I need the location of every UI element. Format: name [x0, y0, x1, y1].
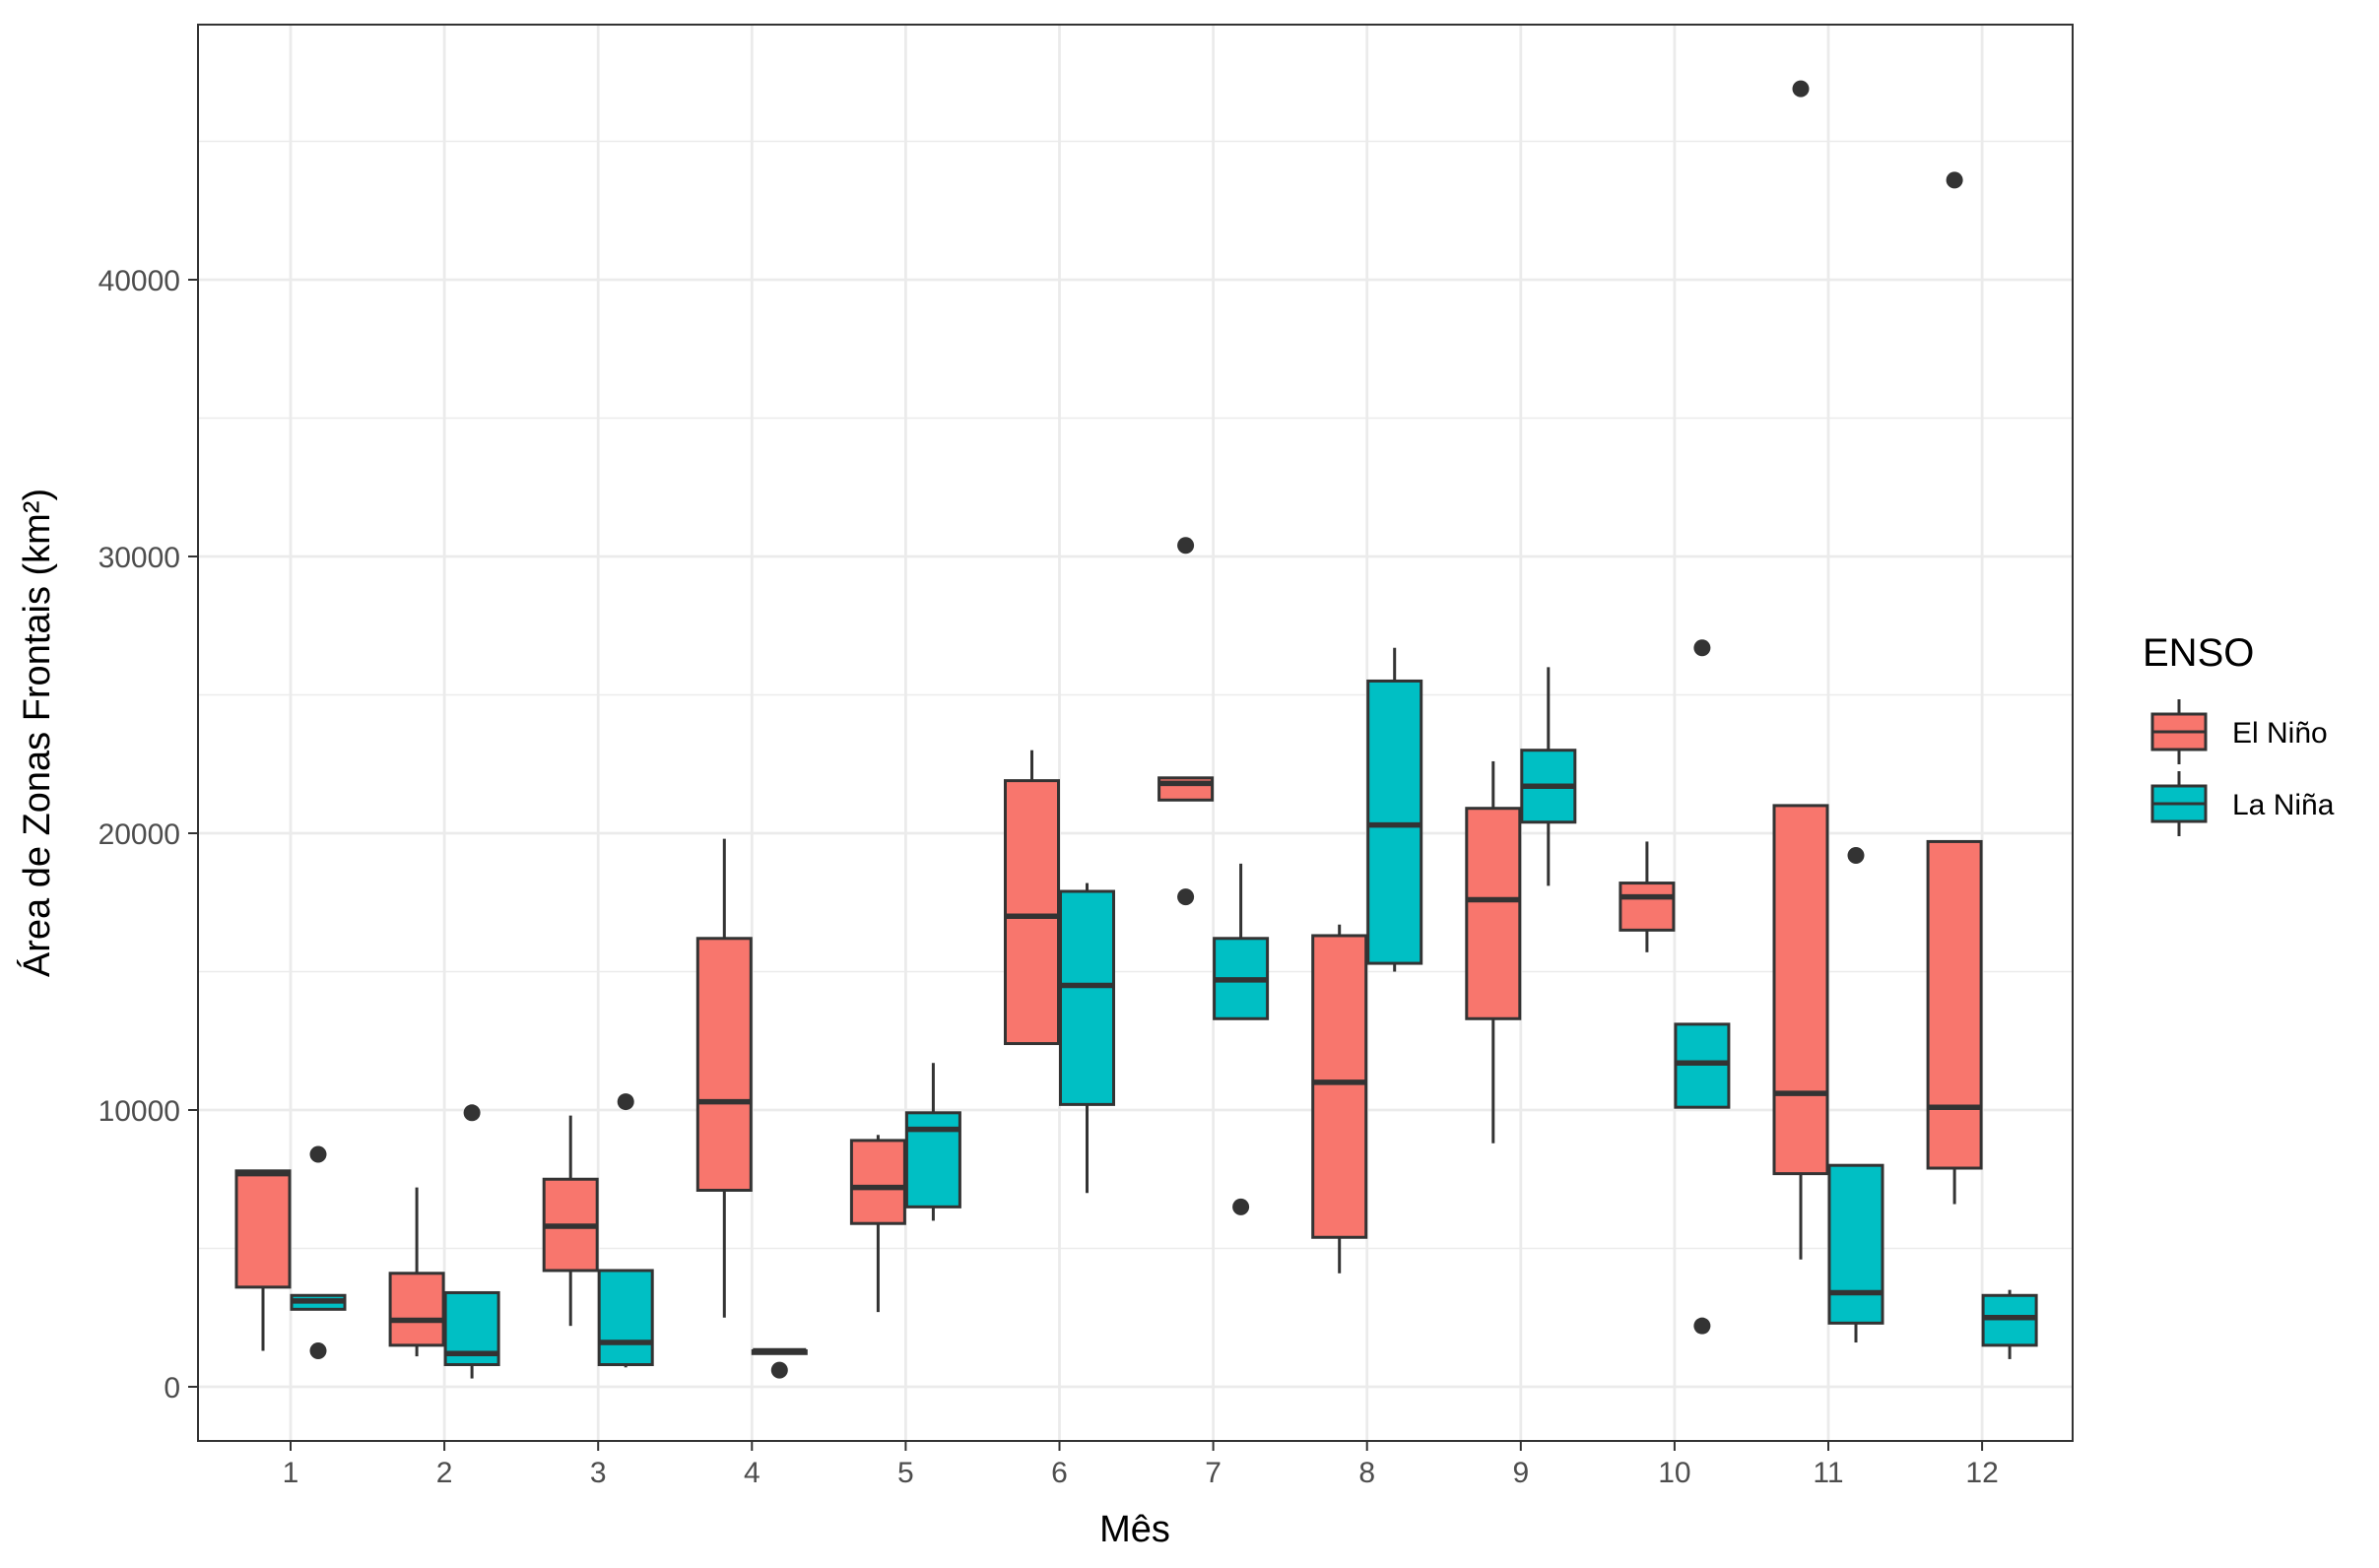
box-body — [1619, 882, 1676, 932]
box-la-ni-a-month-12 — [1981, 1289, 2038, 1359]
x-tick-label: 5 — [897, 1457, 914, 1489]
box-la-ni-a-month-10 — [1674, 639, 1731, 1335]
box-body — [1311, 934, 1368, 1239]
x-tick-label: 9 — [1512, 1457, 1529, 1489]
box-el-ni-o-month-6 — [1004, 750, 1060, 1046]
x-tick-label: 3 — [590, 1457, 607, 1489]
legend-label: El Niño — [2232, 717, 2328, 750]
y-tick-label: 20000 — [99, 818, 180, 851]
outlier-point — [1792, 80, 1810, 98]
box-el-ni-o-month-12 — [1926, 171, 1983, 1205]
outlier-point — [309, 1145, 327, 1163]
x-axis-title: Mês — [1099, 1509, 1170, 1550]
box-la-ni-a-month-6 — [1059, 882, 1115, 1194]
box-la-ni-a-month-9 — [1520, 667, 1577, 886]
y-tick-label: 40000 — [99, 265, 180, 297]
legend-items: El Niño La Niña — [2150, 699, 2335, 836]
box-el-ni-o-month-11 — [1772, 80, 1829, 1260]
outlier-point — [1177, 537, 1195, 555]
legend-item: La Niña — [2150, 771, 2335, 836]
legend-label: La Niña — [2232, 789, 2335, 821]
outlier-point — [770, 1361, 788, 1379]
box-la-ni-a-month-4 — [751, 1347, 808, 1379]
outlier-point — [1847, 846, 1865, 864]
box-body — [1772, 804, 1829, 1176]
y-tick-label: 30000 — [99, 542, 180, 574]
box-la-ni-a-month-2 — [443, 1104, 500, 1379]
x-tick-label: 1 — [283, 1457, 299, 1489]
box-el-ni-o-month-4 — [695, 838, 753, 1318]
x-tick-label: 12 — [1965, 1457, 1998, 1489]
box-body — [234, 1169, 292, 1289]
outlier-point — [1232, 1198, 1250, 1215]
outlier-point — [1693, 1317, 1711, 1335]
x-tick-label: 4 — [744, 1457, 760, 1489]
box-el-ni-o-month-3 — [542, 1115, 599, 1327]
box-body — [1674, 1022, 1731, 1109]
y-tick-label: 0 — [164, 1372, 180, 1405]
box-body — [849, 1139, 906, 1225]
box-el-ni-o-month-10 — [1619, 841, 1676, 952]
box-el-ni-o-month-5 — [849, 1135, 906, 1313]
y-axis-title: Área de Zonas Frontais (km²) — [16, 489, 58, 977]
panel-border — [197, 24, 2074, 1442]
box-el-ni-o-month-9 — [1465, 760, 1522, 1143]
outlier-point — [463, 1104, 481, 1122]
boxes — [234, 80, 2038, 1379]
box-la-ni-a-month-5 — [904, 1063, 961, 1221]
x-tick-label: 11 — [1813, 1457, 1843, 1489]
box-el-ni-o-month-1 — [234, 1169, 292, 1351]
box-body — [695, 937, 753, 1192]
box-body — [1827, 1163, 1884, 1325]
legend-item: El Niño — [2150, 699, 2328, 764]
outlier-point — [1693, 639, 1711, 657]
outlier-point — [617, 1093, 634, 1111]
box-la-ni-a-month-7 — [1213, 863, 1270, 1215]
box-body — [597, 1269, 654, 1367]
x-tick-label: 10 — [1658, 1457, 1690, 1489]
box-body — [1059, 889, 1115, 1106]
box-body — [1981, 1293, 2038, 1347]
outlier-point — [1177, 888, 1195, 906]
box-la-ni-a-month-8 — [1366, 647, 1423, 972]
box-la-ni-a-month-3 — [597, 1093, 654, 1368]
y-tick-label: 10000 — [99, 1095, 180, 1128]
outlier-point — [1946, 171, 1963, 189]
legend-title: ENSO — [2143, 631, 2254, 675]
box-el-ni-o-month-2 — [388, 1187, 445, 1357]
box-body — [388, 1272, 445, 1347]
box-el-ni-o-month-7 — [1157, 537, 1215, 906]
box-el-ni-o-month-8 — [1311, 924, 1368, 1274]
box-body — [1004, 779, 1060, 1046]
x-tick-label: 6 — [1051, 1457, 1068, 1489]
legend: ENSO El Niño La Niña — [2143, 631, 2335, 836]
outlier-point — [309, 1341, 327, 1359]
box-la-ni-a-month-11 — [1827, 846, 1884, 1343]
x-tick-label: 7 — [1205, 1457, 1222, 1489]
box-la-ni-a-month-1 — [290, 1145, 347, 1359]
box-body — [1366, 679, 1423, 965]
x-tick-label: 2 — [436, 1457, 453, 1489]
x-tick-label: 8 — [1358, 1457, 1375, 1489]
box-body — [1465, 807, 1522, 1020]
box-body — [1926, 839, 1983, 1170]
